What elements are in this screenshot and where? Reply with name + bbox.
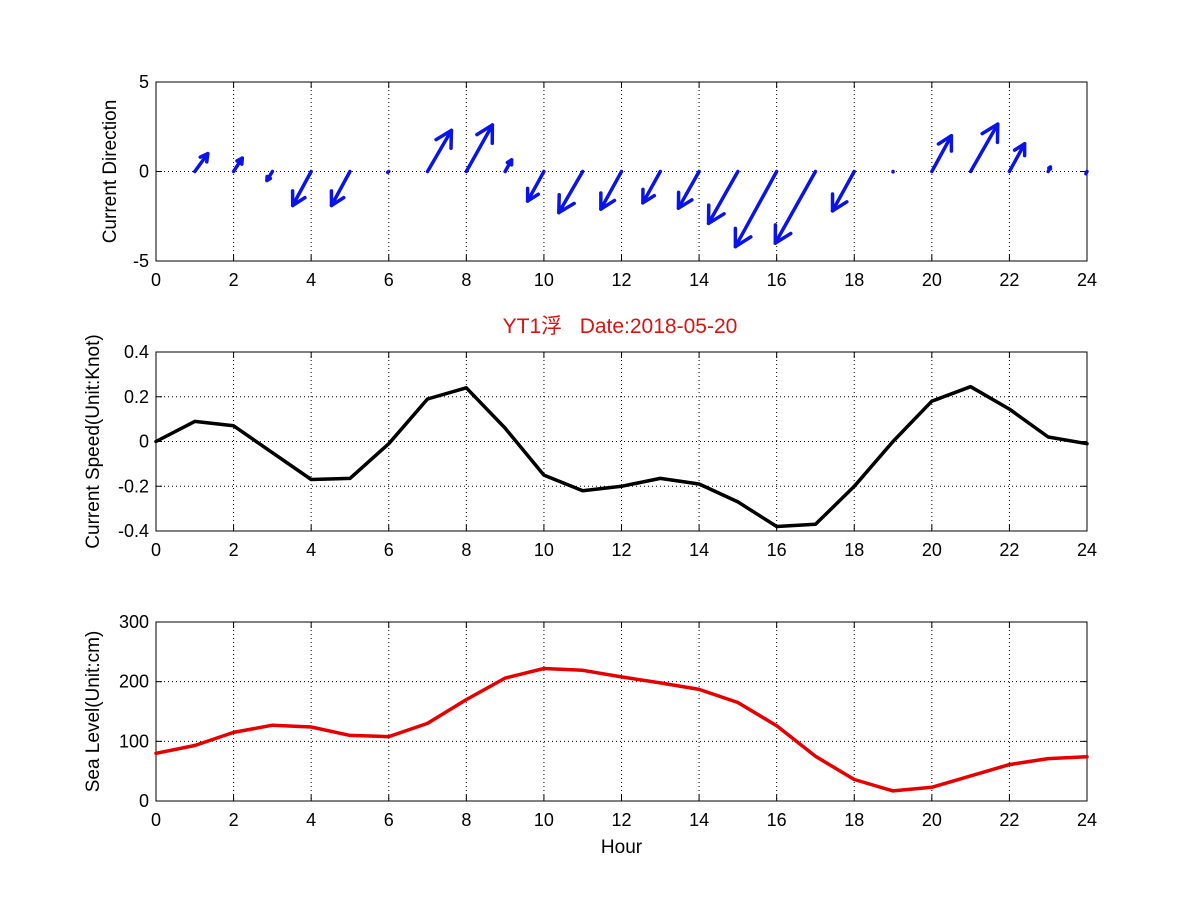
- sea-level-y-tick-label: 300: [119, 612, 149, 632]
- sea-level-plot-area: [155, 621, 1088, 802]
- sea-level-x-tick-label: 20: [922, 810, 942, 830]
- direction-x-tick-label: 18: [844, 270, 864, 290]
- direction-arrow: [968, 122, 1000, 174]
- sea-level-y-axis-label: Sea Level(Unit:cm): [83, 631, 104, 793]
- sea-level-y-tick-label: 0: [139, 791, 149, 811]
- direction-arrow: [599, 169, 624, 211]
- direction-arrow: [641, 169, 663, 205]
- sea-level-x-tick-label: 0: [151, 810, 161, 830]
- sea-level-x-tick-label: 10: [534, 810, 554, 830]
- direction-x-tick-label: 12: [611, 270, 631, 290]
- direction-arrow: [1084, 169, 1089, 176]
- sea-level-x-tick-label: 4: [306, 810, 316, 830]
- sea-level-x-tick-label: 2: [229, 810, 239, 830]
- direction-arrow: [1007, 142, 1027, 174]
- sea-level-x-tick-label: 24: [1077, 810, 1097, 830]
- direction-x-tick-label: 6: [384, 270, 394, 290]
- direction-arrow: [290, 169, 313, 208]
- direction-x-tick-label: 2: [229, 270, 239, 290]
- sea-level-x-tick-label: 14: [689, 810, 709, 830]
- direction-x-tick-label: 22: [999, 270, 1019, 290]
- speed-x-tick-label: 2: [229, 540, 239, 560]
- sea-level-x-tick-label: 6: [384, 810, 394, 830]
- direction-arrow: [830, 169, 856, 213]
- direction-arrow: [503, 158, 514, 174]
- direction-x-tick-label: 24: [1077, 270, 1097, 290]
- direction-y-tick-label: 5: [139, 72, 149, 92]
- speed-x-tick-label: 10: [534, 540, 554, 560]
- direction-arrow: [425, 128, 454, 174]
- speed-x-tick-label: 20: [922, 540, 942, 560]
- sea-level-y-tick-label: 100: [119, 731, 149, 751]
- speed-x-tick-label: 22: [999, 540, 1019, 560]
- speed-y-tick-label: 0: [139, 432, 149, 452]
- sea-level-x-tick-label: 16: [767, 810, 787, 830]
- direction-arrow: [464, 123, 495, 174]
- speed-x-tick-label: 24: [1077, 540, 1097, 560]
- sea-level-series-line: [154, 666, 1089, 793]
- direction-x-tick-label: 16: [767, 270, 787, 290]
- sea-level-x-axis-label: Hour: [601, 837, 643, 858]
- speed-x-tick-label: 12: [611, 540, 631, 560]
- direction-x-tick-label: 10: [534, 270, 554, 290]
- direction-arrow: [733, 169, 779, 249]
- speed-y-tick-label: -0.2: [118, 476, 149, 496]
- direction-arrow: [706, 169, 740, 226]
- direction-arrow: [265, 169, 275, 183]
- speed-y-tick-label: -0.4: [118, 521, 149, 541]
- direction-arrow: [773, 169, 818, 245]
- direction-y-axis-label: Current Direction: [100, 100, 121, 244]
- direction-arrow: [1046, 165, 1053, 174]
- speed-y-axis-label: Current Speed(Unit:Knot): [83, 334, 104, 548]
- direction-arrow: [676, 169, 701, 210]
- direction-arrow: [329, 169, 352, 208]
- direction-arrow: [525, 169, 546, 203]
- speed-plot-area: [155, 351, 1088, 532]
- sea-level-x-tick-label: 12: [611, 810, 631, 830]
- speed-x-tick-label: 0: [151, 540, 161, 560]
- speed-x-tick-label: 4: [306, 540, 316, 560]
- direction-arrow: [193, 151, 210, 174]
- direction-arrow: [231, 156, 245, 174]
- direction-x-tick-label: 0: [151, 270, 161, 290]
- sea-level-x-tick-label: 22: [999, 810, 1019, 830]
- speed-x-tick-label: 14: [689, 540, 709, 560]
- direction-x-tick-label: 14: [689, 270, 709, 290]
- direction-y-tick-label: -5: [133, 251, 149, 271]
- speed-y-tick-label: 0.2: [124, 387, 149, 407]
- speed-y-tick-label: 0.4: [124, 342, 149, 362]
- speed-x-tick-label: 8: [461, 540, 471, 560]
- figure-title: YT1浮 Date:2018-05-20: [503, 315, 738, 338]
- speed-x-tick-label: 18: [844, 540, 864, 560]
- direction-arrow: [385, 169, 391, 175]
- speed-x-tick-label: 6: [384, 540, 394, 560]
- direction-y-tick-label: 0: [139, 162, 149, 182]
- speed-x-tick-label: 16: [767, 540, 787, 560]
- speed-series-line: [154, 384, 1089, 529]
- direction-x-tick-label: 4: [306, 270, 316, 290]
- direction-x-tick-label: 8: [461, 270, 471, 290]
- current-speed-panel: 0 2 4 6 8 10 12 14 16 18 20 22 24-0.4-0.200.20.4Curr…: [83, 334, 1097, 560]
- sea-level-x-tick-label: 18: [844, 810, 864, 830]
- sea-level-y-tick-label: 200: [119, 672, 149, 692]
- direction-arrow: [557, 169, 585, 215]
- direction-x-tick-label: 20: [922, 270, 942, 290]
- direction-arrow: [930, 133, 954, 174]
- sea-level-x-tick-label: 8: [461, 810, 471, 830]
